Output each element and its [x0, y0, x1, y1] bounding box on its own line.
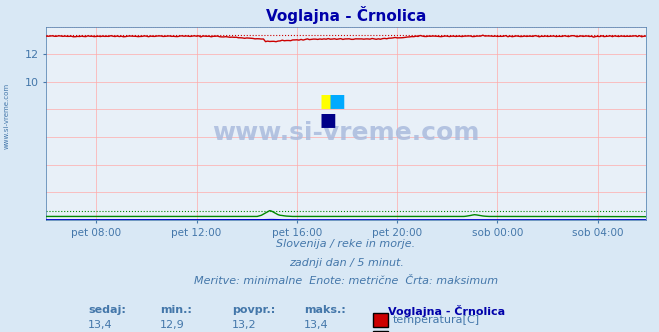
Text: Voglajna - Črnolica: Voglajna - Črnolica [388, 305, 505, 317]
Text: Meritve: minimalne  Enote: metrične  Črta: maksimum: Meritve: minimalne Enote: metrične Črta:… [194, 277, 498, 287]
Text: www.si-vreme.com: www.si-vreme.com [212, 121, 480, 145]
Title: Voglajna - Črnolica: Voglajna - Črnolica [266, 6, 426, 24]
Text: ▪: ▪ [328, 86, 347, 114]
Text: 13,4: 13,4 [88, 320, 113, 330]
Text: maks.:: maks.: [304, 305, 346, 315]
FancyBboxPatch shape [373, 331, 388, 332]
Text: zadnji dan / 5 minut.: zadnji dan / 5 minut. [289, 258, 403, 268]
Text: 13,4: 13,4 [304, 320, 329, 330]
FancyBboxPatch shape [373, 313, 388, 326]
Text: temperatura[C]: temperatura[C] [393, 315, 480, 325]
Text: Slovenija / reke in morje.: Slovenija / reke in morje. [276, 239, 416, 249]
Text: 13,2: 13,2 [232, 320, 256, 330]
Text: ▪: ▪ [318, 105, 337, 133]
Text: min.:: min.: [160, 305, 192, 315]
Text: sedaj:: sedaj: [88, 305, 126, 315]
Text: 12,9: 12,9 [160, 320, 185, 330]
Text: www.si-vreme.com: www.si-vreme.com [3, 83, 10, 149]
Text: ▪: ▪ [318, 86, 337, 114]
Text: povpr.:: povpr.: [232, 305, 275, 315]
